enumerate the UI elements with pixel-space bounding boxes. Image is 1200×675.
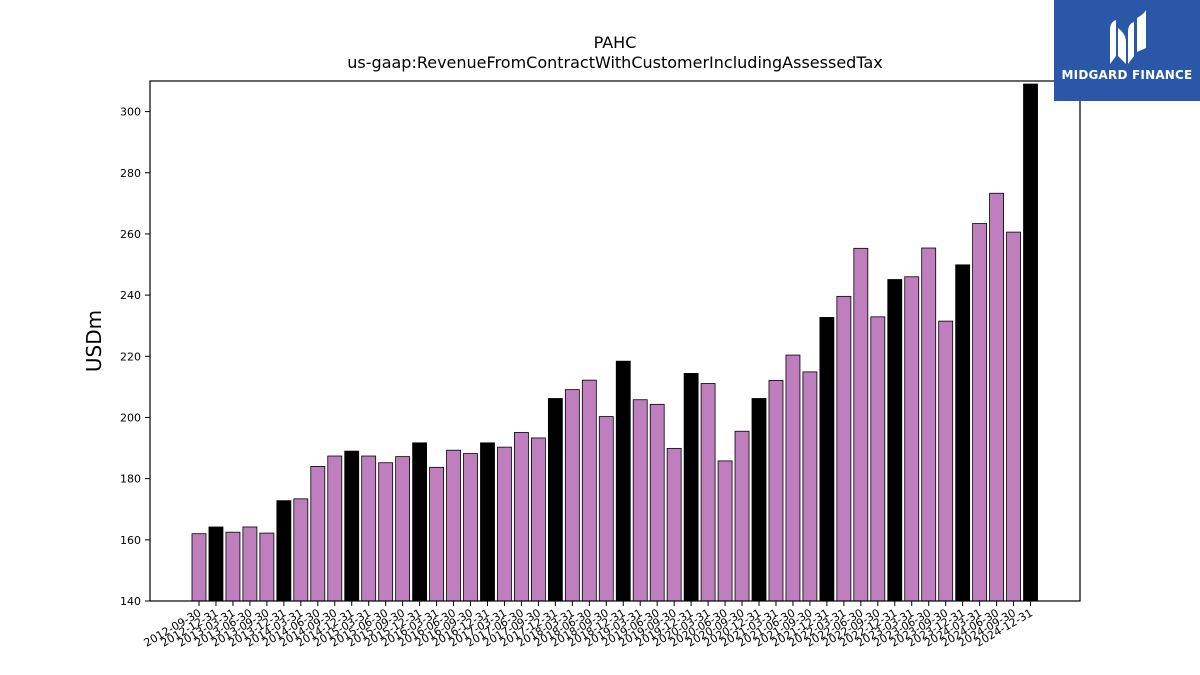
bar-2015-12-31 <box>412 442 428 602</box>
plot-frame <box>149 80 1081 602</box>
midgard-logo-icon <box>1110 10 1146 64</box>
bar-2015-06-30 <box>378 462 394 602</box>
bar-2013-12-31 <box>276 500 292 602</box>
bar-2019-12-31 <box>683 373 699 602</box>
bar-2020-12-31 <box>751 398 767 602</box>
brand-name: MIDGARD FINANCE <box>1061 68 1193 82</box>
bar-2021-03-31 <box>768 380 784 602</box>
y-axis-label: USDm <box>82 310 106 372</box>
y-tick-label: 300 <box>120 106 141 119</box>
bar-2015-09-30 <box>395 456 411 602</box>
y-tick-label: 200 <box>120 411 141 424</box>
bar-2012-09-30 <box>191 533 207 602</box>
bar-2022-06-30 <box>853 247 869 602</box>
bar-2012-12-31 <box>208 526 224 602</box>
y-tick-label: 160 <box>120 534 141 547</box>
bar-2016-09-30 <box>463 453 478 602</box>
y-tick-label: 220 <box>120 350 141 363</box>
bar-2021-06-30 <box>785 354 801 602</box>
bar-2017-09-30 <box>531 437 546 602</box>
bar-2021-09-30 <box>802 371 818 602</box>
chart-subtitle: us-gaap:RevenueFromContractWithCustomerI… <box>347 53 882 72</box>
bar-2018-09-30 <box>598 416 614 602</box>
bar-2024-03-31 <box>972 223 988 602</box>
bar-2021-12-31 <box>819 317 835 602</box>
bar-2017-03-31 <box>497 446 512 602</box>
brand-logo: MIDGARD FINANCE <box>1054 0 1200 101</box>
chart-title: PAHC <box>594 33 637 52</box>
bar-2024-09-30 <box>1006 231 1021 602</box>
y-tick-label: 180 <box>120 473 141 486</box>
bar-2024-12-31 <box>1023 83 1038 602</box>
bar-2023-09-30 <box>938 320 954 602</box>
bar-2022-09-30 <box>870 316 886 602</box>
y-tick-label: 240 <box>120 289 141 302</box>
bar-2017-06-30 <box>514 432 529 602</box>
bar-2014-03-31 <box>293 498 309 602</box>
bar-2013-06-30 <box>242 526 258 602</box>
bar-2019-03-31 <box>632 399 648 602</box>
bar-2017-12-31 <box>547 398 563 602</box>
bar-2013-03-31 <box>225 531 241 602</box>
bar-2018-12-31 <box>615 360 631 602</box>
bar-2023-12-31 <box>955 264 971 602</box>
y-tick-label: 140 <box>120 595 141 608</box>
bar-2014-06-30 <box>310 466 326 602</box>
x-axis-ticks: 2012-09-302012-12-312013-03-312013-06-30… <box>142 601 1035 650</box>
bar-2020-03-31 <box>700 383 716 602</box>
bar-2023-06-30 <box>921 247 937 602</box>
bar-2014-09-30 <box>327 455 343 602</box>
y-tick-label: 280 <box>120 167 141 180</box>
bar-2022-03-31 <box>836 295 852 602</box>
bar-2020-06-30 <box>717 460 733 602</box>
bar-2023-03-31 <box>904 276 920 602</box>
bar-2015-03-31 <box>361 455 377 602</box>
bar-2016-06-30 <box>446 449 461 602</box>
y-tick-label: 260 <box>120 228 141 241</box>
bar-2016-12-31 <box>480 442 495 602</box>
bar-2022-12-31 <box>887 279 903 602</box>
bar-2013-09-30 <box>259 532 275 602</box>
bar-2018-06-30 <box>581 379 597 602</box>
bar-2014-12-31 <box>344 450 360 602</box>
bar-2019-06-30 <box>649 403 665 602</box>
bar-2020-09-30 <box>734 430 750 602</box>
bar-2024-06-30 <box>989 192 1004 602</box>
y-axis-ticks: 140 160 180 200 220 240 260 280 300 <box>120 106 150 608</box>
bar-2019-09-30 <box>666 447 682 602</box>
bar-series <box>191 83 1038 602</box>
bar-2018-03-31 <box>564 389 580 602</box>
bar-2016-03-31 <box>429 466 444 602</box>
